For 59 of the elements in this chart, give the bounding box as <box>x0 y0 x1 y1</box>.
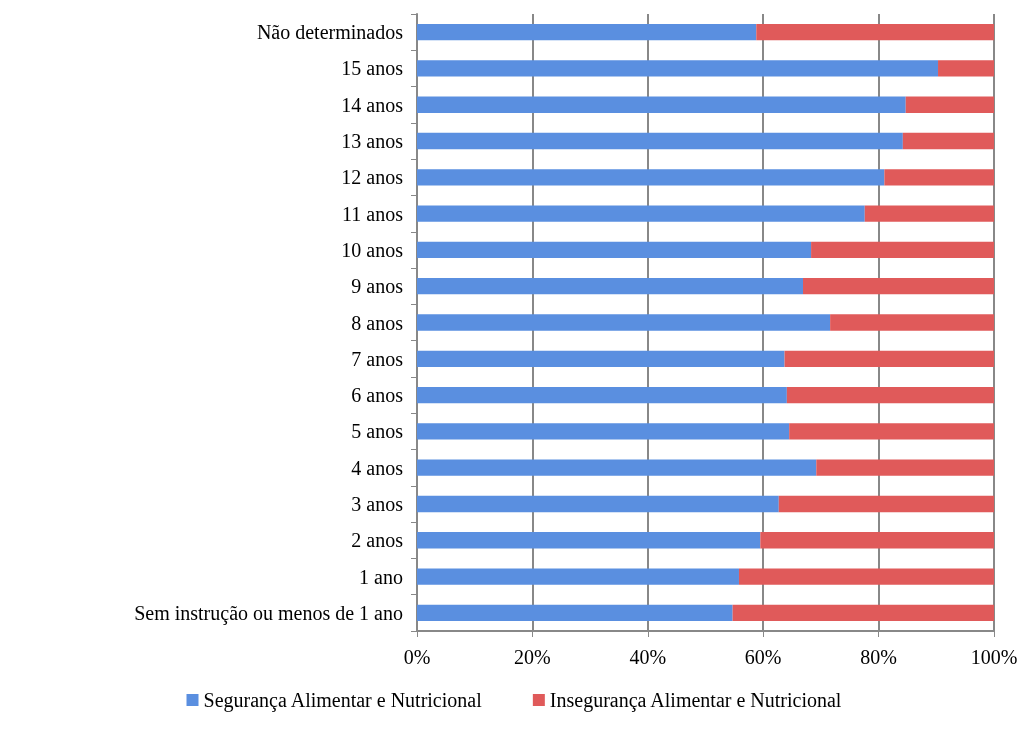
bar <box>417 132 903 150</box>
bar <box>417 205 865 222</box>
y-tick-label: 14 anos <box>341 93 404 116</box>
x-tick-label: 60% <box>744 646 782 668</box>
bar <box>884 169 994 186</box>
bar <box>417 604 733 622</box>
bar <box>803 278 994 295</box>
x-tick-label: 20% <box>514 646 551 668</box>
bar <box>417 60 939 77</box>
y-tick-label: 9 anos <box>351 275 404 298</box>
x-tick-label: 40% <box>629 646 667 668</box>
y-tick-label: 12 anos <box>341 166 404 189</box>
y-tick-label: 4 anos <box>351 456 404 479</box>
bar <box>902 132 994 150</box>
bar <box>756 23 994 41</box>
bar <box>417 423 790 440</box>
bar <box>417 459 817 476</box>
bar <box>417 350 785 367</box>
y-tick-label: 2 anos <box>351 529 404 552</box>
bar <box>417 169 885 186</box>
bar <box>760 532 994 549</box>
legend-label: Insegurança Alimentar e Nutricional <box>549 689 842 712</box>
bar <box>732 604 994 622</box>
bar <box>417 278 804 295</box>
bar <box>784 350 994 367</box>
bar <box>864 205 994 222</box>
legend-label: Segurança Alimentar e Nutricional <box>203 689 483 712</box>
y-tick-label: 1 ano <box>359 565 403 588</box>
y-tick-label: Não determinados <box>256 21 404 44</box>
bar <box>905 96 994 113</box>
x-tick-label: 80% <box>860 646 897 668</box>
bar <box>811 241 994 259</box>
bar <box>778 495 994 513</box>
y-tick-label: 10 anos <box>341 238 404 261</box>
bar <box>786 386 994 404</box>
y-tick-label: 13 anos <box>341 130 404 153</box>
y-tick-label: Sem instrução ou menos de 1 ano <box>134 601 403 625</box>
y-tick-label: 7 anos <box>351 347 404 370</box>
bar <box>417 23 757 41</box>
bar <box>417 386 787 404</box>
bar <box>417 532 761 549</box>
bar <box>417 568 739 585</box>
y-tick-label: 6 anos <box>351 384 404 407</box>
bar <box>417 314 831 331</box>
bar <box>738 568 994 585</box>
x-tick-label: 100% <box>970 646 1018 668</box>
bar <box>417 495 779 513</box>
y-tick-label: 5 anos <box>351 420 404 443</box>
bar <box>789 423 994 440</box>
x-tick-label: 0% <box>403 646 431 668</box>
y-tick-label: 15 anos <box>341 57 404 80</box>
bar <box>938 60 994 77</box>
bar <box>830 314 994 331</box>
y-tick-label: 11 anos <box>342 202 404 225</box>
y-tick-label: 3 anos <box>351 492 404 515</box>
bar <box>417 96 906 113</box>
y-tick-label: 8 anos <box>351 311 404 334</box>
bar <box>816 459 994 476</box>
bar <box>417 241 812 259</box>
